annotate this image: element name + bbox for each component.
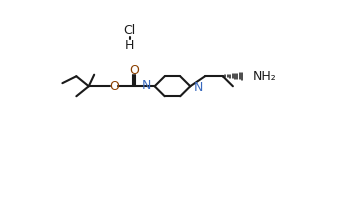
Text: Cl: Cl — [124, 24, 136, 37]
Text: O: O — [129, 64, 139, 77]
Text: N: N — [193, 81, 203, 94]
Text: O: O — [110, 80, 119, 93]
Text: NH₂: NH₂ — [253, 70, 277, 83]
Text: N: N — [141, 79, 151, 92]
Text: H: H — [125, 39, 135, 52]
